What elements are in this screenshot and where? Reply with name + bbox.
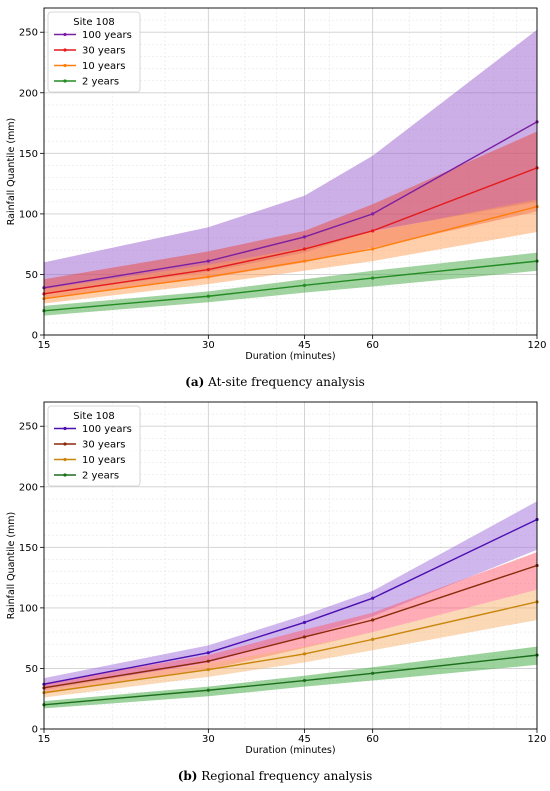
y-tick-label: 0 xyxy=(32,331,38,342)
chart-at-site: 15 30 45 60 120 0 50 100 150 200 250 Duration (minu… xyxy=(6,7,547,362)
data-point xyxy=(206,275,210,279)
legend-label: 2 years xyxy=(82,77,119,88)
plot-frame xyxy=(43,7,538,336)
y-tick-label: 250 xyxy=(19,28,38,39)
data-point xyxy=(371,212,375,216)
legend-title: Site 108 xyxy=(73,17,114,28)
legend-label: 100 years xyxy=(82,424,132,435)
x-tick-label: 45 xyxy=(298,734,311,745)
legend-label: 2 years xyxy=(82,471,119,482)
data-point xyxy=(371,596,375,600)
data-point xyxy=(302,259,307,263)
x-tick-label: 45 xyxy=(298,340,311,351)
x-axis-label: Duration (minutes) xyxy=(245,745,335,756)
data-point xyxy=(206,668,210,672)
legend-box xyxy=(47,11,141,93)
x-tick-label: 15 xyxy=(38,734,51,745)
data-point xyxy=(206,259,210,263)
legend-marker xyxy=(63,426,67,431)
legend-label: 30 years xyxy=(82,46,125,57)
y-tick-label: 150 xyxy=(19,149,38,160)
legend-marker xyxy=(63,473,67,477)
data-point xyxy=(371,247,375,251)
caption-b-text: Regional frequency analysis xyxy=(197,769,373,783)
x-tick-label: 120 xyxy=(527,340,546,351)
data-point xyxy=(302,235,307,239)
legend-label: 100 years xyxy=(82,30,132,41)
data-point xyxy=(302,652,307,656)
data-point xyxy=(302,283,307,287)
data-point xyxy=(206,659,210,663)
legend-marker xyxy=(63,442,67,446)
data-point xyxy=(302,635,307,639)
x-axis-label: Duration (minutes) xyxy=(245,351,335,362)
y-axis-label: Rainfall Quantile (mm) xyxy=(6,512,17,619)
band-10-years xyxy=(44,589,537,698)
legend-label: 10 years xyxy=(82,455,125,466)
data-point xyxy=(371,229,375,233)
y-tick-label: 100 xyxy=(19,209,38,220)
legend-marker xyxy=(63,63,67,68)
x-tick-label: 30 xyxy=(202,734,215,745)
data-point xyxy=(302,620,307,625)
y-tick-label: 200 xyxy=(19,482,38,493)
caption-a: (a) At-site frequency analysis xyxy=(0,375,550,389)
plot-frame xyxy=(43,401,538,730)
data-point xyxy=(371,671,375,675)
legend-marker xyxy=(63,457,67,462)
x-tick-label: 15 xyxy=(38,340,51,351)
legend-marker xyxy=(63,48,67,52)
data-point xyxy=(206,294,210,298)
x-tick-label: 60 xyxy=(366,734,379,745)
y-tick-label: 250 xyxy=(19,422,38,433)
caption-a-letter: (a) xyxy=(185,375,205,389)
data-point xyxy=(206,651,210,655)
legend-marker xyxy=(63,32,67,37)
y-axis-label: Rainfall Quantile (mm) xyxy=(6,118,17,225)
caption-b: (b) Regional frequency analysis xyxy=(0,769,550,783)
legend-marker xyxy=(63,79,67,83)
data-point xyxy=(302,678,307,683)
y-tick-label: 150 xyxy=(19,543,38,554)
y-tick-label: 200 xyxy=(19,88,38,99)
legend-label: 30 years xyxy=(82,440,125,451)
caption-b-letter: (b) xyxy=(177,769,198,783)
x-tick-label: 60 xyxy=(366,340,379,351)
data-point xyxy=(371,637,375,641)
chart-regional: 15 30 45 60 120 0 50 100 150 200 250 Duration (minu… xyxy=(6,401,547,756)
x-tick-label: 120 xyxy=(527,734,546,745)
data-point xyxy=(206,688,210,692)
band-2-years xyxy=(44,646,537,709)
data-point xyxy=(371,276,375,280)
data-point xyxy=(371,618,375,622)
y-tick-label: 0 xyxy=(32,725,38,736)
data-point xyxy=(206,268,210,272)
y-tick-label: 100 xyxy=(19,603,38,614)
legend-label: 10 years xyxy=(82,61,125,72)
legend-title: Site 108 xyxy=(73,411,114,422)
y-tick-label: 50 xyxy=(25,664,38,675)
caption-a-text: At-site frequency analysis xyxy=(204,375,365,389)
legend-box xyxy=(47,405,141,487)
band-100-years xyxy=(44,501,537,691)
y-tick-label: 50 xyxy=(25,270,38,281)
x-tick-label: 30 xyxy=(202,340,215,351)
data-point xyxy=(302,247,307,251)
